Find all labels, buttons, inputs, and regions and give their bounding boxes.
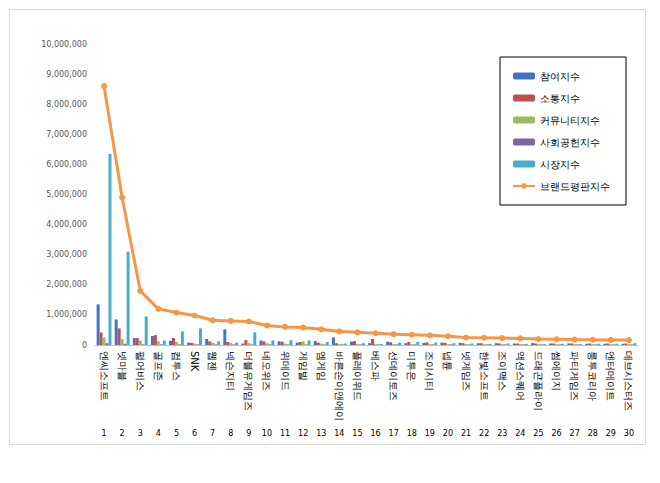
svg-text:넷게임즈: 넷게임즈 (461, 351, 472, 391)
svg-text:골프존: 골프존 (153, 351, 164, 381)
svg-text:엔씨소프트: 엔씨소프트 (99, 351, 110, 401)
svg-text:사회공헌지수: 사회공헌지수 (540, 137, 600, 148)
svg-text:14: 14 (334, 429, 344, 438)
svg-text:2: 2 (120, 429, 125, 438)
svg-text:룽투코리아: 룽투코리아 (587, 351, 598, 401)
svg-text:21: 21 (461, 429, 471, 438)
svg-text:5,000,000: 5,000,000 (46, 190, 87, 199)
svg-text:네오위즈: 네오위즈 (261, 351, 272, 391)
svg-text:26: 26 (551, 429, 561, 438)
svg-text:30: 30 (624, 429, 634, 438)
svg-text:웹젠: 웹젠 (207, 351, 218, 371)
svg-text:시장지수: 시장지수 (540, 159, 580, 170)
svg-text:커뮤니티지수: 커뮤니티지수 (540, 115, 600, 126)
svg-text:13: 13 (316, 429, 326, 438)
svg-text:5: 5 (174, 429, 179, 438)
svg-text:브랜드평판지수: 브랜드평판지수 (540, 181, 610, 192)
svg-text:11: 11 (280, 429, 290, 438)
svg-text:6: 6 (192, 429, 197, 438)
svg-text:9: 9 (246, 429, 251, 438)
svg-text:20: 20 (443, 429, 453, 438)
svg-text:9,000,000: 9,000,000 (46, 70, 87, 79)
svg-text:4,000,000: 4,000,000 (46, 220, 87, 229)
svg-text:SNK: SNK (189, 351, 200, 372)
svg-text:엔터메이트: 엔터메이트 (605, 351, 616, 401)
svg-text:조이맥스: 조이맥스 (497, 351, 508, 391)
svg-text:24: 24 (515, 429, 525, 438)
svg-text:넥슨지티: 넥슨지티 (225, 351, 236, 391)
svg-text:8,000,000: 8,000,000 (46, 100, 87, 109)
svg-text:파티게임즈: 파티게임즈 (569, 351, 580, 401)
svg-text:더블유게임즈: 더블유게임즈 (243, 351, 254, 411)
svg-text:넷마블: 넷마블 (117, 351, 128, 381)
svg-text:게임빌: 게임빌 (298, 351, 309, 381)
svg-text:10: 10 (262, 429, 272, 438)
svg-text:1,000,000: 1,000,000 (46, 310, 87, 319)
svg-text:27: 27 (570, 429, 580, 438)
svg-text:미투온: 미투온 (406, 351, 417, 381)
svg-text:선데이토즈: 선데이토즈 (388, 351, 399, 401)
svg-text:액션스퀘어: 액션스퀘어 (515, 351, 526, 401)
svg-text:28: 28 (588, 429, 598, 438)
svg-text:6,000,000: 6,000,000 (46, 160, 87, 169)
svg-text:29: 29 (606, 429, 616, 438)
svg-text:펄어비스: 펄어비스 (135, 351, 146, 391)
svg-text:소통지수: 소통지수 (540, 93, 580, 104)
svg-text:한빛소프트: 한빛소프트 (479, 351, 490, 401)
svg-text:15: 15 (352, 429, 362, 438)
svg-text:참여지수: 참여지수 (540, 71, 580, 82)
svg-text:위메이드: 위메이드 (280, 351, 291, 391)
svg-text:10,000,000: 10,000,000 (41, 40, 87, 49)
svg-text:플레이위드: 플레이위드 (352, 351, 363, 401)
svg-text:4: 4 (156, 429, 161, 438)
svg-text:넵튠: 넵튠 (442, 351, 453, 371)
svg-text:베스파: 베스파 (370, 351, 381, 381)
svg-text:2,000,000: 2,000,000 (46, 280, 87, 289)
svg-text:드래곤플라이: 드래곤플라이 (533, 351, 544, 411)
svg-text:0: 0 (82, 341, 87, 350)
svg-text:조이시티: 조이시티 (424, 351, 435, 391)
svg-text:25: 25 (533, 429, 543, 438)
svg-text:18: 18 (407, 429, 417, 438)
svg-text:16: 16 (370, 429, 380, 438)
svg-text:17: 17 (389, 429, 399, 438)
svg-text:23: 23 (497, 429, 507, 438)
svg-text:컴투스: 컴투스 (171, 351, 182, 381)
svg-text:8: 8 (228, 429, 233, 438)
svg-text:3: 3 (138, 429, 143, 438)
svg-text:19: 19 (425, 429, 435, 438)
svg-text:12: 12 (298, 429, 308, 438)
svg-text:썸에이지: 썸에이지 (551, 351, 562, 391)
svg-text:3,000,000: 3,000,000 (46, 250, 87, 259)
svg-text:데브시스터즈: 데브시스터즈 (623, 351, 634, 411)
svg-text:엠게임: 엠게임 (316, 351, 327, 381)
svg-text:22: 22 (479, 429, 489, 438)
svg-text:1: 1 (102, 429, 107, 438)
svg-text:바른손이앤에이: 바른손이앤에이 (334, 351, 345, 421)
svg-text:7: 7 (210, 429, 215, 438)
svg-text:7,000,000: 7,000,000 (46, 130, 87, 139)
